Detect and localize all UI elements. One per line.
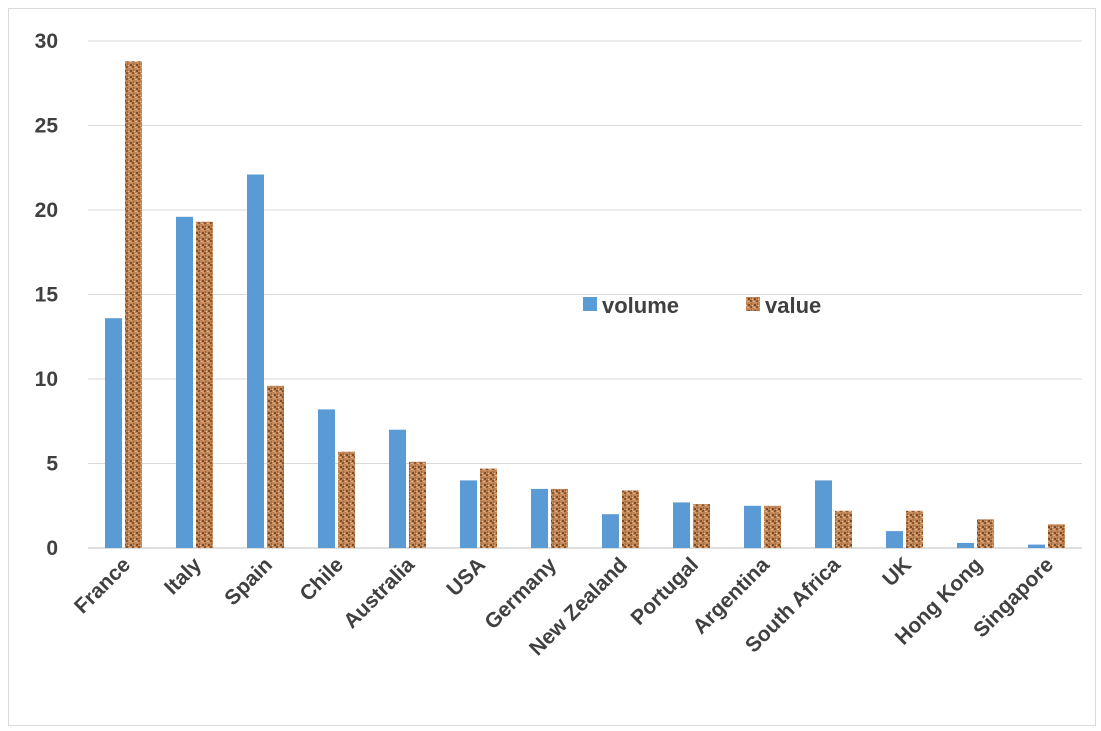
bar-value-new-zealand	[622, 490, 639, 548]
bar-value-italy	[196, 221, 213, 549]
bar-volume-argentina	[744, 505, 761, 549]
bar-volume-italy	[176, 216, 193, 549]
x-tick-label: Italy	[160, 553, 206, 599]
y-tick-label: 15	[35, 284, 59, 307]
bar-value-australia	[409, 461, 426, 548]
bar-volume-hong-kong	[957, 542, 974, 548]
y-tick-label: 5	[46, 453, 58, 476]
bar-value-chile	[338, 451, 355, 548]
gridlines	[88, 40, 1082, 549]
bar-volume-germany	[531, 488, 548, 548]
bar-volume-portugal	[673, 502, 690, 548]
legend-label-volume: volume	[602, 293, 679, 318]
legend-label-value: value	[765, 293, 821, 318]
x-tick-label: Spain	[220, 553, 277, 610]
bar-value-hong-kong	[977, 519, 994, 548]
x-tick-label: Chile	[295, 553, 348, 606]
bar-volume-south-africa	[815, 480, 832, 548]
bar-value-spain	[267, 385, 284, 548]
bar-value-south-africa	[835, 510, 852, 548]
bar-value-usa	[480, 468, 497, 548]
bars	[105, 61, 1065, 549]
legend-swatch-volume	[583, 297, 597, 311]
bar-value-singapore	[1048, 524, 1065, 548]
legend: volume value	[583, 293, 821, 318]
bar-value-france	[125, 61, 142, 549]
bar-volume-chile	[318, 409, 335, 548]
y-tick-label: 30	[35, 30, 58, 53]
x-tick-label: France	[70, 553, 135, 618]
y-axis-ticks: 0 5 10 15 20 25 30	[35, 30, 59, 560]
bar-volume-spain	[247, 174, 264, 548]
bar-volume-singapore	[1028, 544, 1045, 548]
x-tick-label: Australia	[339, 553, 419, 633]
bar-volume-uk	[886, 531, 903, 548]
x-tick-label: UK	[878, 553, 916, 591]
y-tick-label: 10	[35, 368, 58, 391]
bar-volume-france	[105, 318, 122, 548]
bar-volume-australia	[389, 429, 406, 548]
y-tick-label: 25	[35, 115, 59, 138]
bar-volume-usa	[460, 480, 477, 548]
legend-swatch-value	[746, 297, 760, 311]
y-tick-label: 20	[35, 199, 58, 222]
bar-value-portugal	[693, 504, 710, 548]
x-tick-label: USA	[442, 553, 490, 601]
bar-value-germany	[551, 488, 568, 548]
bar-value-uk	[906, 510, 923, 548]
bar-value-argentina	[764, 505, 781, 549]
y-tick-label: 0	[46, 537, 58, 560]
bar-volume-new-zealand	[602, 514, 619, 548]
